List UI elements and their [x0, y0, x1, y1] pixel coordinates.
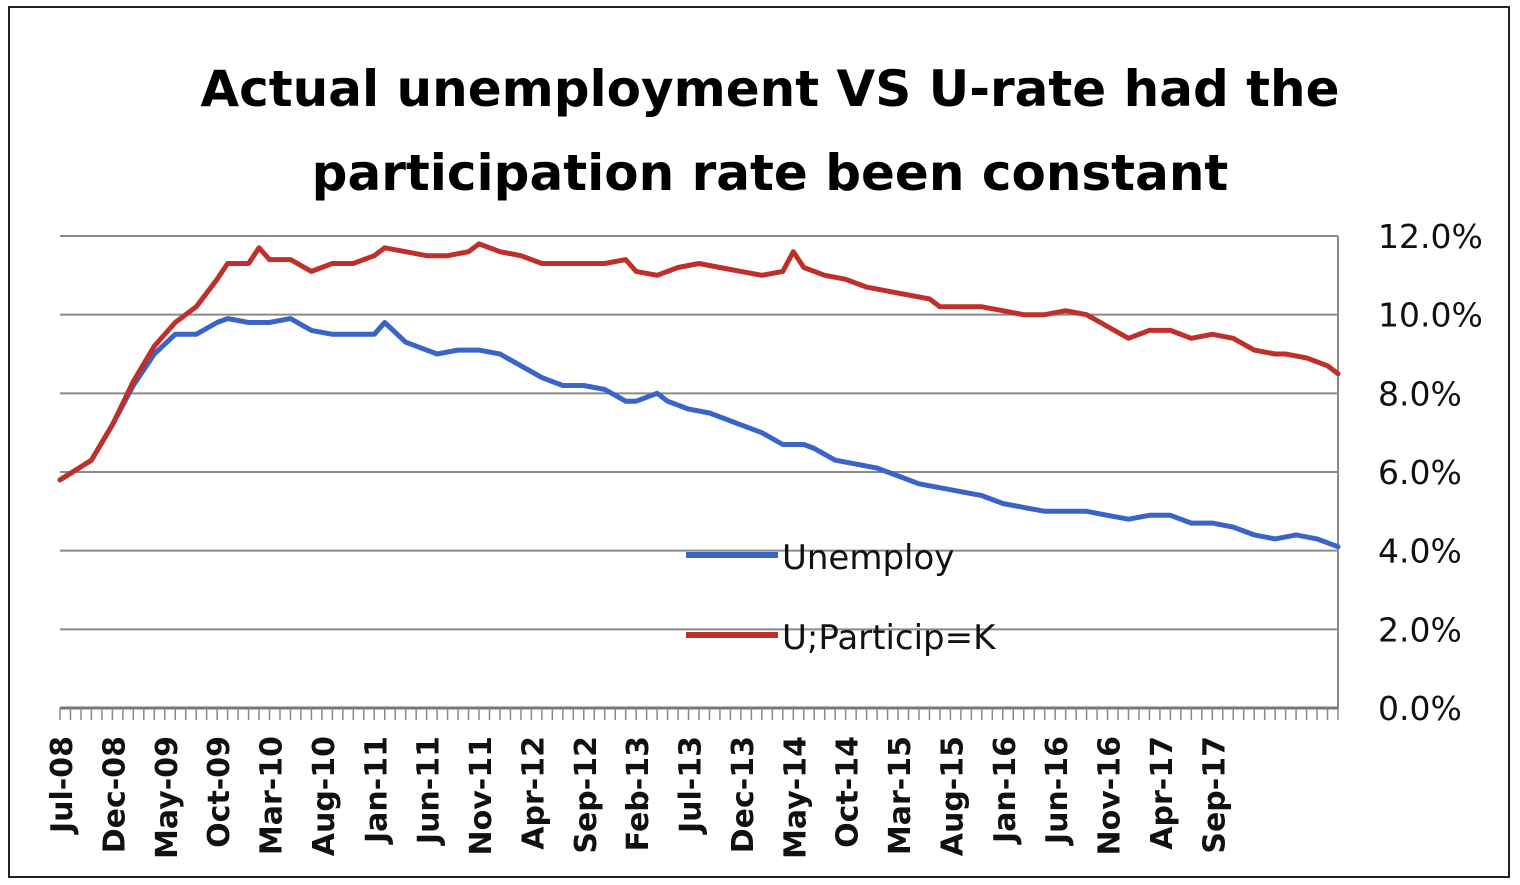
y-tick-label: 2.0%	[1378, 610, 1462, 649]
x-tick-label: Mar-15	[883, 736, 918, 855]
series-line-unemploy	[57, 316, 1341, 550]
x-tick-label: Mar-10	[255, 736, 290, 855]
x-tick-label: Feb-13	[621, 736, 656, 851]
x-tick-label: Jun-16	[1040, 736, 1075, 846]
x-tick-label: Nov-16	[1093, 736, 1128, 855]
x-tick-label: Sep-17	[1197, 736, 1232, 854]
x-tick-label: Apr-12	[516, 736, 551, 850]
x-tick-label: Jul-08	[45, 736, 80, 835]
x-tick-label: Oct-14	[831, 736, 866, 848]
x-tick-label: Jun-11	[412, 736, 447, 846]
chart-frame	[8, 6, 1510, 878]
x-tick-label: Jan-11	[359, 736, 394, 845]
x-tick-label: Aug-10	[307, 736, 342, 856]
x-tick-label: Oct-09	[202, 736, 237, 848]
x-tick-label: Dec-13	[726, 736, 761, 853]
legend-label: Unemploy	[782, 538, 954, 578]
y-tick-label: 6.0%	[1378, 453, 1462, 492]
x-tick-label: Jul-13	[674, 736, 709, 835]
legend-label: U;Particip=K	[782, 618, 997, 658]
x-tick-label: Nov-11	[464, 736, 499, 855]
x-tick-label: May-09	[150, 736, 185, 859]
x-tick-label: Jan-16	[988, 736, 1023, 845]
y-tick-label: 4.0%	[1378, 532, 1462, 571]
chart-title-line-2: participation rate been constant	[311, 144, 1229, 202]
chart-title-line-1: Actual unemployment VS U-rate had the	[200, 60, 1340, 118]
series-line-u-particip	[57, 241, 1341, 483]
y-tick-label: 0.0%	[1378, 689, 1462, 728]
x-tick-label: Aug-15	[935, 736, 970, 856]
y-tick-label: 10.0%	[1378, 296, 1483, 335]
x-tick-label: Apr-17	[1145, 736, 1180, 850]
x-tick-label: Dec-08	[97, 736, 132, 853]
x-tick-label: May-14	[778, 736, 813, 859]
x-tick-label: Sep-12	[569, 736, 604, 854]
y-tick-label: 12.0%	[1378, 217, 1483, 256]
y-tick-label: 8.0%	[1378, 374, 1462, 413]
